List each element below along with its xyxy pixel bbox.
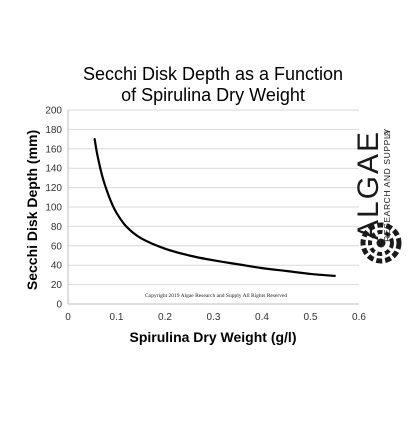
y-tick-label: 120 xyxy=(45,183,62,194)
x-tick-labels: 0 0.1 0.2 0.3 0.4 0.5 0.6 xyxy=(65,312,366,323)
series-line-0 xyxy=(93,138,336,277)
algae-research-logo: ALGAE RESEARCH AND SUPPLY ® xyxy=(352,128,402,264)
axes xyxy=(67,110,359,305)
y-tick-label: 200 xyxy=(45,106,62,117)
logo-subtitle: RESEARCH AND SUPPLY xyxy=(382,128,392,242)
x-tick-label: 0.2 xyxy=(158,312,172,323)
logo-emblem-icon xyxy=(360,222,402,264)
x-tick-label: 0 xyxy=(65,312,71,323)
chart-title-line-1: Secchi Disk Depth as a Function xyxy=(83,64,343,84)
y-tick-label: 140 xyxy=(45,164,62,175)
grid-lines xyxy=(68,109,359,286)
y-tick-label: 0 xyxy=(56,300,62,311)
x-tick-label: 0.4 xyxy=(255,312,269,323)
series-layer xyxy=(93,138,336,277)
x-tick-label: 0.6 xyxy=(352,312,366,323)
logo-registered-mark: ® xyxy=(382,129,392,136)
x-tick-label: 0.3 xyxy=(207,312,221,323)
chart-title-line-2: of Spirulina Dry Weight xyxy=(121,85,305,105)
x-tick-label: 0.5 xyxy=(304,312,318,323)
y-tick-label: 100 xyxy=(45,203,62,214)
x-axis-title: Spirulina Dry Weight (g/l) xyxy=(130,329,297,345)
y-tick-label: 60 xyxy=(51,241,63,252)
y-tick-label: 20 xyxy=(51,280,63,291)
y-tick-labels: 0 20 40 60 80 100 120 140 160 180 200 xyxy=(45,106,62,311)
logo-word: ALGAE xyxy=(352,130,385,240)
x-tick-label: 0.1 xyxy=(110,312,124,323)
y-tick-label: 180 xyxy=(45,125,62,136)
y-tick-label: 40 xyxy=(51,261,63,272)
copyright-annotation: Copyright 2019 Algae Research and Supply… xyxy=(145,293,288,299)
y-tick-label: 160 xyxy=(45,144,62,155)
y-axis-title: Secchi Disk Depth (mm) xyxy=(24,130,40,290)
y-tick-label: 80 xyxy=(51,222,63,233)
